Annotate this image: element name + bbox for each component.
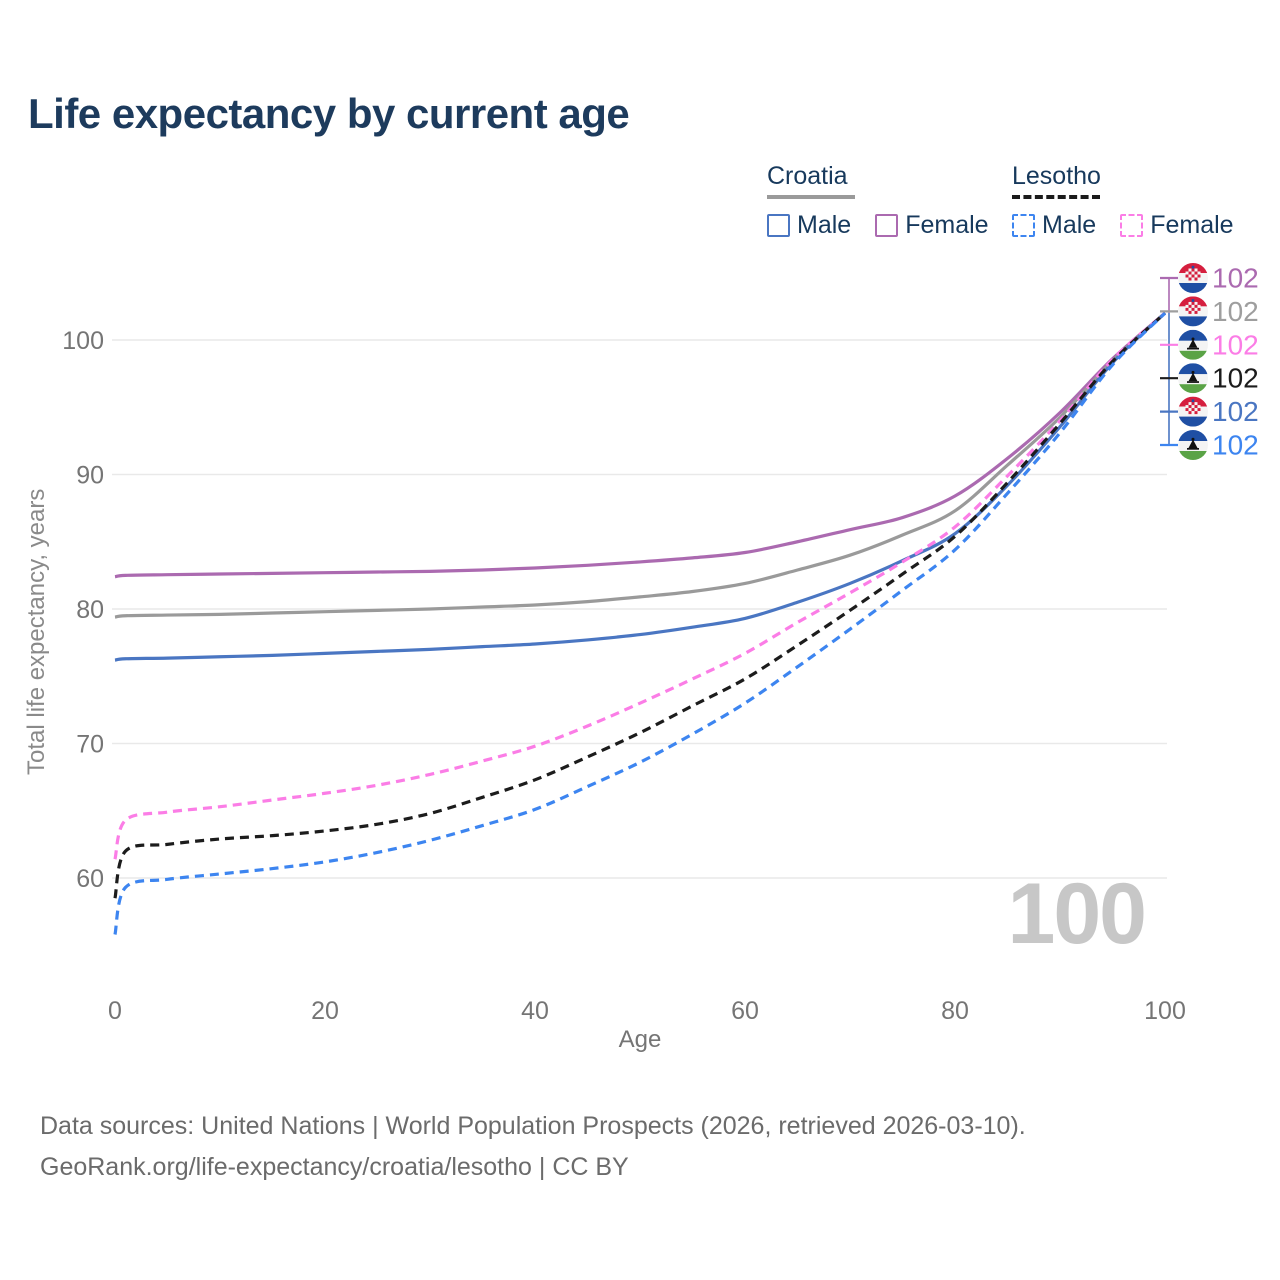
y-tick-label: 100 bbox=[62, 327, 104, 355]
legend-group-lesotho: Lesotho Male Female bbox=[1012, 162, 1234, 240]
endpoint-value-croatia-all: 102 bbox=[1212, 296, 1259, 327]
lesotho-flag-icon bbox=[1178, 329, 1208, 360]
lesotho-male-swatch-icon bbox=[1012, 214, 1035, 237]
endpoint-value-croatia-male: 102 bbox=[1212, 396, 1259, 427]
legend-label: Female bbox=[905, 211, 989, 239]
series-line-lesotho-male bbox=[113, 311, 1167, 935]
x-tick-label: 20 bbox=[311, 997, 339, 1025]
x-axis-title: Age bbox=[618, 1026, 662, 1053]
y-tick-label: 80 bbox=[76, 596, 104, 624]
series-line-lesotho-female bbox=[113, 311, 1167, 860]
croatia-flag-icon bbox=[1178, 296, 1208, 327]
series-line-croatia-all bbox=[114, 311, 1167, 619]
legend-label: Female bbox=[1150, 211, 1234, 239]
endpoint-value-lesotho-all: 102 bbox=[1212, 363, 1259, 394]
x-tick-label: 40 bbox=[521, 997, 549, 1025]
croatia-line-style-swatch bbox=[767, 195, 855, 199]
legend-item-croatia-male[interactable]: Male bbox=[767, 211, 851, 240]
footer: Data sources: United Nations | World Pop… bbox=[40, 1106, 1026, 1188]
croatia-female-swatch-icon bbox=[875, 214, 899, 237]
legend-country-lesotho: Lesotho bbox=[1012, 162, 1101, 190]
legend-item-lesotho-male[interactable]: Male bbox=[1012, 211, 1096, 240]
legend-label: Male bbox=[797, 211, 852, 239]
x-tick-label: 100 bbox=[1144, 997, 1186, 1025]
legend-item-lesotho-female[interactable]: Female bbox=[1120, 211, 1234, 240]
series-line-lesotho-all bbox=[113, 311, 1167, 899]
footer-attribution-line: GeoRank.org/life-expectancy/croatia/leso… bbox=[40, 1153, 629, 1181]
legend-label: Male bbox=[1042, 211, 1097, 239]
lesotho-flag-icon bbox=[1178, 430, 1208, 460]
legend-country-croatia: Croatia bbox=[767, 162, 848, 190]
croatia-flag-icon bbox=[1178, 263, 1208, 293]
x-tick-label: 80 bbox=[941, 997, 969, 1025]
lesotho-female-swatch-icon bbox=[1120, 214, 1144, 237]
footer-sources-line: Data sources: United Nations | World Pop… bbox=[40, 1112, 1026, 1140]
endpoint-value-lesotho-female: 102 bbox=[1212, 329, 1259, 360]
croatia-male-swatch-icon bbox=[767, 214, 790, 237]
endpoint-value-croatia-female: 102 bbox=[1212, 263, 1259, 294]
lesotho-line-style-swatch bbox=[1012, 195, 1100, 199]
age-watermark: 100 bbox=[1007, 866, 1148, 962]
legend-item-croatia-female[interactable]: Female bbox=[875, 211, 989, 240]
x-tick-label: 0 bbox=[108, 997, 122, 1025]
x-tick-label: 60 bbox=[731, 997, 759, 1025]
series-line-croatia-female bbox=[114, 311, 1167, 579]
legend-group-croatia: Croatia Male Female bbox=[767, 162, 989, 240]
y-axis-title: Total life expectancy, years bbox=[23, 488, 50, 776]
y-tick-label: 70 bbox=[76, 731, 104, 759]
endpoint-value-lesotho-male: 102 bbox=[1212, 430, 1259, 461]
croatia-flag-icon bbox=[1178, 396, 1208, 427]
page-title: Life expectancy by current age bbox=[28, 90, 630, 137]
series-line-croatia-male bbox=[114, 311, 1167, 662]
lesotho-flag-icon bbox=[1178, 363, 1208, 394]
y-tick-label: 90 bbox=[76, 462, 104, 490]
y-tick-label: 60 bbox=[76, 865, 104, 893]
